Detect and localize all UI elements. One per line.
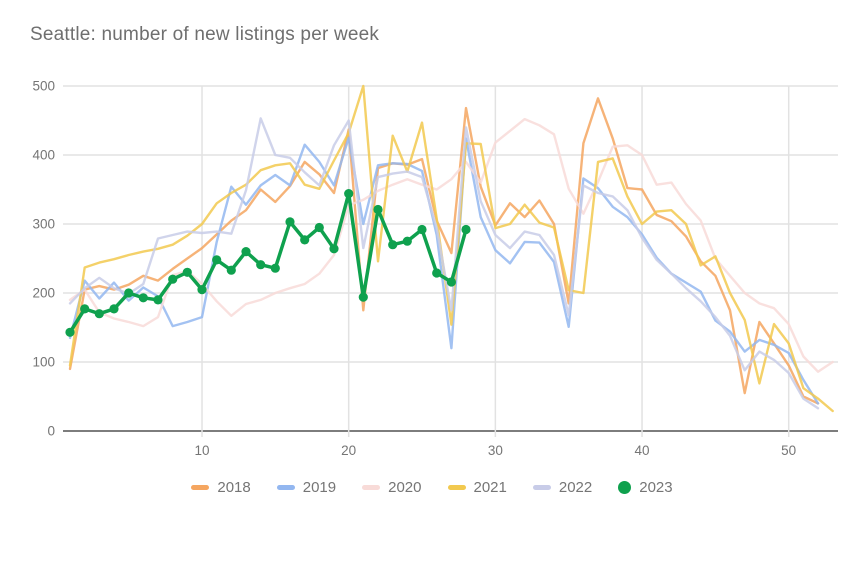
series-2023-point-marker (270, 263, 280, 273)
series-2022-line (68, 117, 820, 410)
series-2018-line (68, 97, 820, 405)
series-2023-point-marker (314, 222, 324, 233)
legend-dash-swatch-2022 (532, 485, 551, 490)
legend-dash-swatch-2018 (191, 485, 210, 490)
legend-label-2021: 2021 (473, 479, 507, 496)
legend-label-2018: 2018 (217, 479, 251, 496)
chart-legend: 2018 2019 2020 2021 2022 2023 (0, 479, 864, 496)
series-2023-point-marker (94, 309, 104, 319)
series-2023-point-marker (461, 224, 471, 235)
chart-title: Seattle: number of new listings per week (30, 24, 380, 45)
x-tick-label: 30 (488, 443, 503, 458)
series-2023-point-marker (285, 217, 295, 227)
series-2023-point-marker (109, 304, 119, 314)
legend-label-2023: 2023 (639, 479, 673, 496)
legend-item-2023[interactable]: 2023 (618, 479, 673, 496)
legend-label-2020: 2020 (388, 479, 422, 496)
series-2023-point-marker (300, 235, 310, 245)
series-2023-point-marker (197, 285, 207, 295)
series-2023-point-marker (241, 247, 251, 257)
y-tick-label: 300 (32, 217, 55, 232)
y-tick-label: 100 (32, 355, 55, 370)
x-tick-label: 50 (781, 443, 796, 458)
series-2023-point-marker (212, 255, 222, 265)
legend-item-2019[interactable]: 2019 (276, 479, 337, 496)
series-2023-line (68, 191, 468, 335)
series-2023-point-marker (329, 244, 339, 254)
series-2023-point-marker (153, 295, 163, 305)
legend-item-2021[interactable]: 2021 (447, 479, 507, 496)
series-2023-point-marker (168, 274, 178, 284)
series-2023-point-marker (373, 204, 383, 215)
series-2023-point-marker (446, 277, 456, 287)
y-tick-label: 200 (32, 286, 55, 301)
series-2023-point-marker (138, 293, 148, 303)
series-2023-point-marker (256, 260, 266, 270)
x-tick-label: 10 (194, 443, 209, 458)
y-tick-label: 0 (47, 424, 55, 439)
series-2023-point-marker (432, 268, 442, 278)
line-chart-plot-area: 0 100 200 300 400 500 10 20 30 40 50 (32, 79, 838, 458)
legend-dash-swatch-2020 (362, 485, 381, 490)
legend-item-2018[interactable]: 2018 (191, 479, 251, 496)
series-2023-point-marker (388, 240, 398, 250)
series-2023-point-marker (402, 236, 412, 246)
series-2023-point-marker (182, 267, 192, 277)
series-2023-point-marker (226, 265, 236, 275)
legend-label-2022: 2022 (558, 479, 593, 496)
series-2019-line (68, 136, 820, 405)
series-2021-line (68, 84, 834, 413)
legend-dash-swatch-2019 (276, 485, 295, 490)
y-tick-label: 500 (32, 79, 55, 94)
series-2023-point-marker (124, 288, 134, 298)
legend-dash-swatch-2021 (447, 485, 466, 490)
x-tick-label: 40 (635, 443, 650, 458)
series-2023-point-marker (358, 292, 368, 302)
legend-circle-marker-2023 (618, 481, 632, 494)
series-2023-point-marker (417, 224, 427, 235)
legend-label-2019: 2019 (302, 479, 337, 496)
y-tick-label: 400 (32, 148, 55, 163)
legend-item-2022[interactable]: 2022 (532, 479, 593, 496)
series-2020-line (68, 117, 834, 373)
legend-item-2020[interactable]: 2020 (362, 479, 422, 496)
x-tick-label: 20 (341, 443, 356, 458)
series-2023-point-marker (344, 189, 354, 199)
series-2023-point-marker (65, 327, 75, 337)
series-2023-point-marker (80, 304, 90, 314)
